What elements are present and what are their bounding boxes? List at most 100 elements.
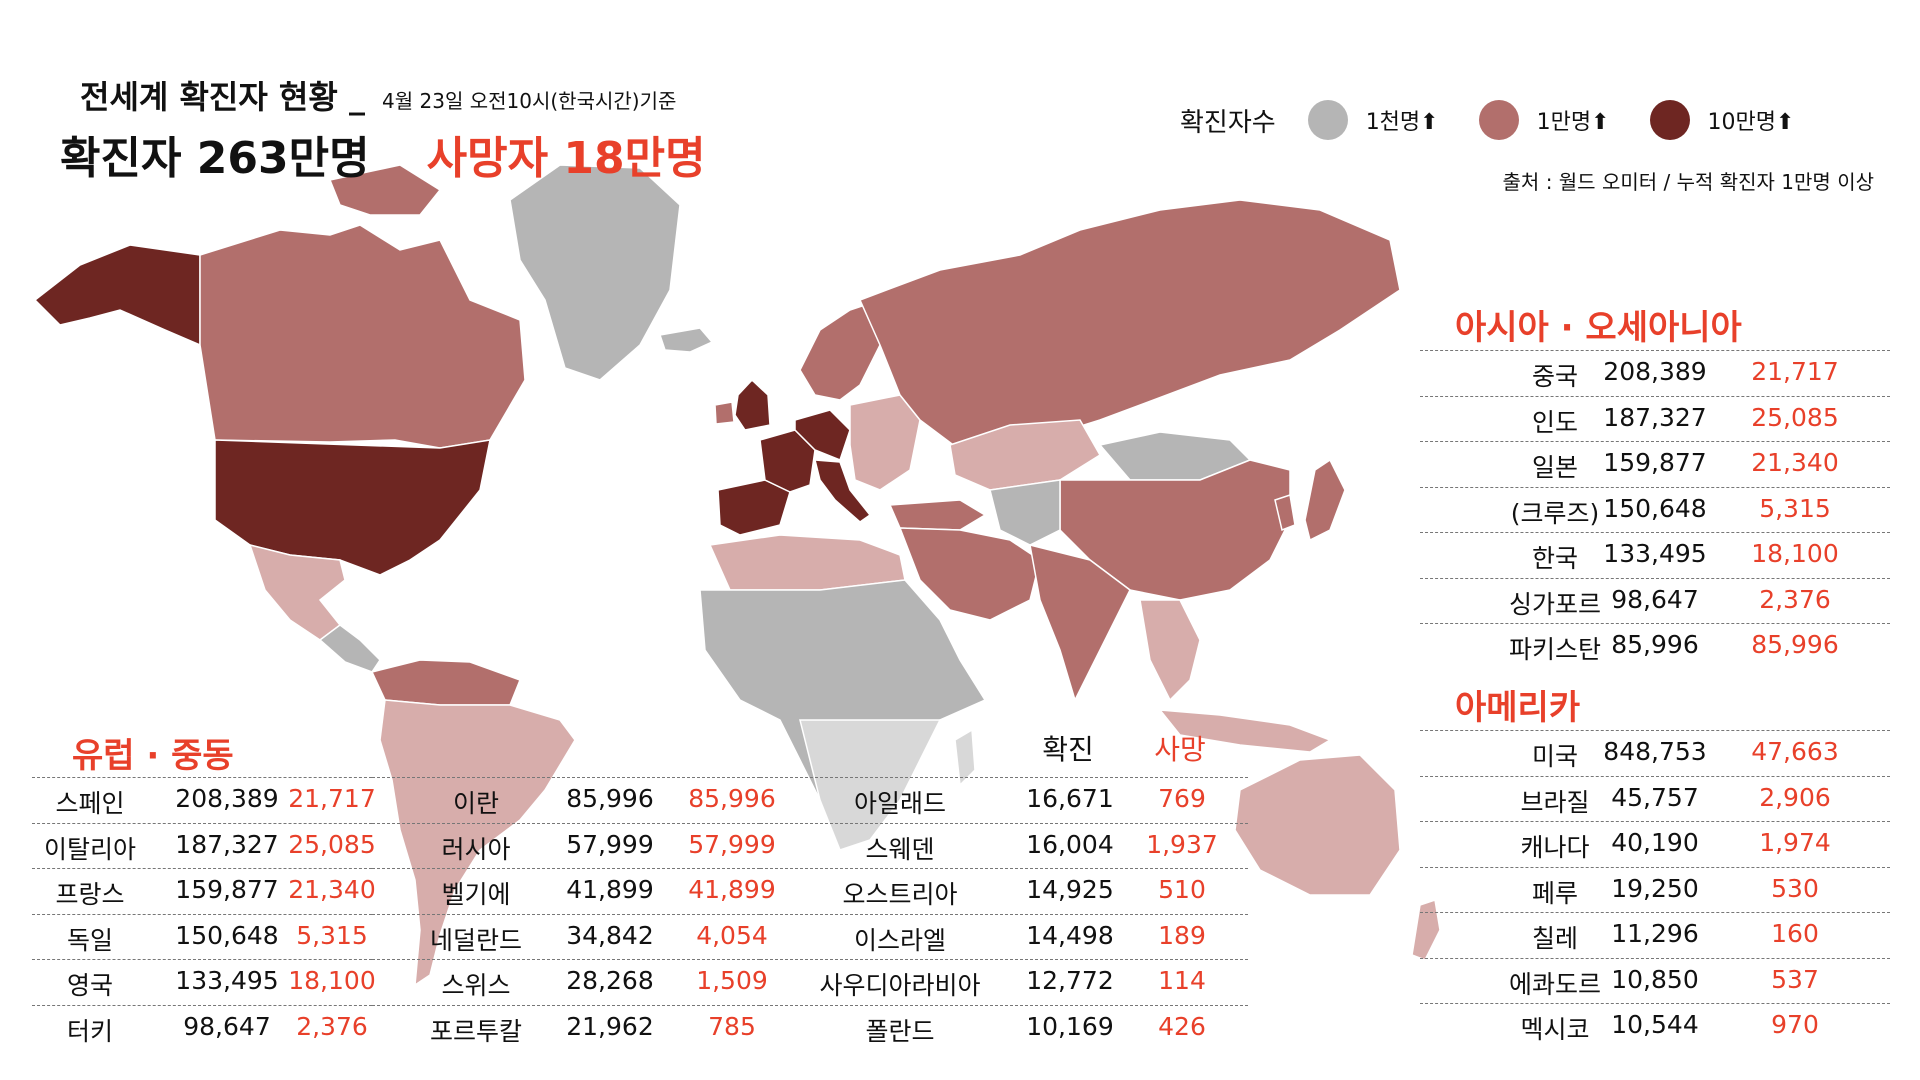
region-eastern-europe[interactable] [849,394,921,491]
americas-country: 에콰도르 [1508,969,1601,999]
region-usa[interactable] [214,439,491,576]
region-new-zealand[interactable] [1411,899,1441,961]
americas-deaths: 537 [1771,964,1819,994]
europe-col2-deaths: 1,509 [696,966,768,995]
europe-col2-confirmed: 21,962 [566,1011,654,1041]
region-russia[interactable] [858,199,1401,451]
table-row: 이란 85,996 85,996 [372,777,776,823]
americas-deaths: 2,906 [1759,782,1831,812]
europe-header-deaths: 사망 [1154,733,1206,766]
table-row: 오스트리아 14,925 510 [760,868,1248,914]
europe-col1-deaths: 5,315 [296,920,368,950]
table-row: 폴란드 10,169 426 [760,1004,1248,1051]
europe-col2-deaths: 41,899 [688,875,776,904]
europe-col2-confirmed: 85,996 [566,784,654,813]
asia-country: (크루즈) [1510,498,1600,528]
americas-confirmed: 10,850 [1611,964,1699,994]
europe-col3-country: 사우디아라비아 [819,971,981,1000]
europe-col2-deaths: 57,999 [688,829,776,859]
americas-confirmed: 10,544 [1611,1010,1699,1039]
section-title-americas: 아메리카 [1455,688,1581,728]
region-southeast-asia[interactable] [1139,599,1201,702]
americas-deaths: 530 [1771,873,1819,903]
region-central-america[interactable] [318,624,381,673]
region-germany[interactable] [794,409,851,461]
table-row: 페루 19,250 530 [1420,866,1890,913]
region-iberia[interactable] [717,479,791,536]
americas-country: 페루 [1531,878,1578,908]
region-turkey[interactable] [888,499,987,531]
region-ireland[interactable] [714,401,735,425]
asia-confirmed: 85,996 [1611,630,1699,659]
region-northern-south-america[interactable] [370,659,521,706]
europe-col3-country: 오스트리아 [842,880,958,909]
region-madagascar[interactable] [954,728,976,787]
europe-col3-deaths: 426 [1158,1011,1206,1041]
table-row: 프랑스 159,877 21,340 [32,868,376,914]
europe-col2-country: 네덜란드 [429,925,522,955]
americas-country: 멕시코 [1520,1015,1590,1044]
europe-col1-deaths: 21,717 [288,784,376,813]
region-north-africa[interactable] [708,534,906,591]
region-korea[interactable] [1274,494,1296,532]
asia-deaths: 2,376 [1759,584,1831,614]
table-row: 아일래드 16,671 769 [760,777,1248,823]
europe-col2-confirmed: 34,842 [566,920,654,950]
europe-col3-confirmed: 14,925 [1026,875,1114,904]
region-southern-africa[interactable] [799,719,942,851]
europe-col3-confirmed: 12,772 [1026,966,1114,995]
table-row: 중국 208,389 21,717 [1420,350,1890,396]
asia-confirmed: 133,495 [1603,539,1707,568]
europe-col2-confirmed: 28,268 [566,966,654,995]
europe-col3-deaths: 510 [1158,875,1206,904]
region-south-asia[interactable] [1029,543,1131,703]
region-italy[interactable] [814,459,872,523]
region-australia[interactable] [1234,754,1401,896]
region-kazakhstan[interactable] [949,419,1102,491]
asia-deaths: 21,717 [1751,357,1839,386]
europe-col2-confirmed: 41,899 [566,875,654,904]
region-indonesia[interactable] [1158,709,1332,753]
region-central-asia[interactable] [989,479,1061,546]
table-row: 벨기에 41,899 41,899 [372,868,776,914]
region-canada[interactable] [199,224,526,449]
europe-col1-deaths: 2,376 [296,1011,368,1041]
region-middle-east[interactable] [898,527,1041,621]
europe-col1-confirmed: 150,648 [175,920,279,950]
americas-confirmed: 40,190 [1611,828,1699,857]
section-title-asia-oceania: 아시아 · 오세아니아 [1455,308,1742,348]
asia-country: 일본 [1531,453,1578,482]
region-greenland[interactable] [509,164,681,381]
region-iceland[interactable] [659,327,714,353]
region-japan[interactable] [1304,458,1346,542]
americas-confirmed: 848,753 [1603,737,1707,766]
asia-deaths: 21,340 [1751,448,1839,477]
europe-col2-confirmed: 57,999 [566,829,654,859]
asia-country: 인도 [1531,407,1578,437]
region-mexico[interactable] [248,543,346,641]
table-row: 이스라엘 14,498 189 [760,913,1248,960]
region-alaska[interactable] [33,244,201,347]
europe-col1-confirmed: 133,495 [175,966,279,995]
table-row: 멕시코 10,544 970 [1420,1003,1890,1049]
asia-confirmed: 159,877 [1603,448,1707,477]
europe-col1-country: 영국 [66,971,113,1000]
source-note: 출처 : 월드 오미터 / 누적 확진자 1만명 이상 [1502,170,1874,194]
europe-col1-confirmed: 159,877 [175,875,279,904]
table-row: (크루즈) 150,648 5,315 [1420,486,1890,533]
region-arctic-islands[interactable] [328,164,442,216]
europe-col2-country: 포르투칼 [429,1016,522,1046]
legend-label-1k: 1천명⬆ [1365,110,1439,135]
legend-label-100k: 10만명⬆ [1707,110,1795,135]
europe-col3-deaths: 769 [1158,784,1206,813]
asia-deaths: 18,100 [1751,539,1839,568]
europe-col2-deaths: 85,996 [688,784,776,813]
asia-country: 중국 [1531,362,1578,391]
europe-col2-country: 벨기에 [441,880,511,909]
region-uk[interactable] [734,378,771,431]
asia-deaths: 85,996 [1751,630,1839,659]
europe-col2-deaths: 4,054 [696,920,768,950]
table-row: 독일 150,648 5,315 [32,913,372,960]
page-subtitle: 4월 23일 오전10시(한국시간)기준 [382,89,677,113]
